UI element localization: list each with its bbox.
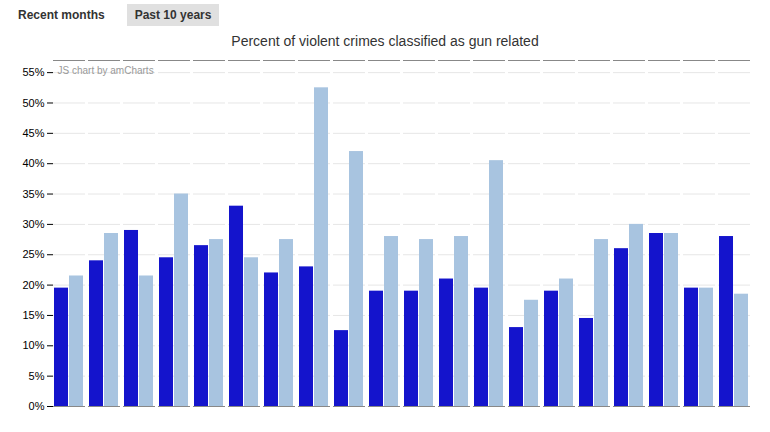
svg-text:40%: 40% [22,157,44,169]
html-text:Past 10 years: Past 10 years [134,8,212,22]
svg-text:55%: 55% [22,66,44,78]
svg-text:0%: 0% [29,400,45,412]
svg-text:35%: 35% [22,188,44,200]
svg-text:20%: 20% [22,279,44,291]
svg-text:25%: 25% [22,248,44,260]
svg-text:5%: 5% [29,370,45,382]
svg-text:50%: 50% [22,97,44,109]
html-text:Percent of violent crimes clas: Percent of violent crimes classified as … [231,33,539,49]
svg-text:45%: 45% [22,127,44,139]
svg-text:JS chart by amCharts: JS chart by amCharts [58,65,154,76]
svg-text:15%: 15% [22,309,44,321]
svg-text:30%: 30% [22,218,44,230]
html-text:Recent months: Recent months [18,8,105,22]
svg-text:10%: 10% [22,339,44,351]
